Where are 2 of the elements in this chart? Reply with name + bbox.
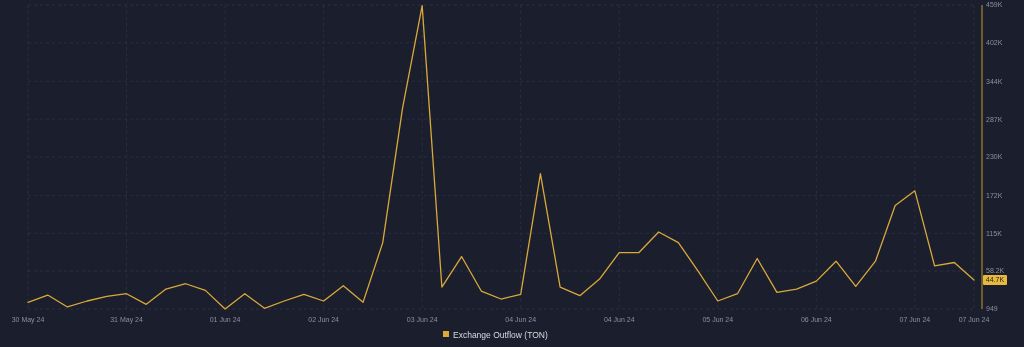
line-series	[27, 5, 975, 310]
legend-label: Exchange Outflow (TON)	[453, 329, 548, 340]
